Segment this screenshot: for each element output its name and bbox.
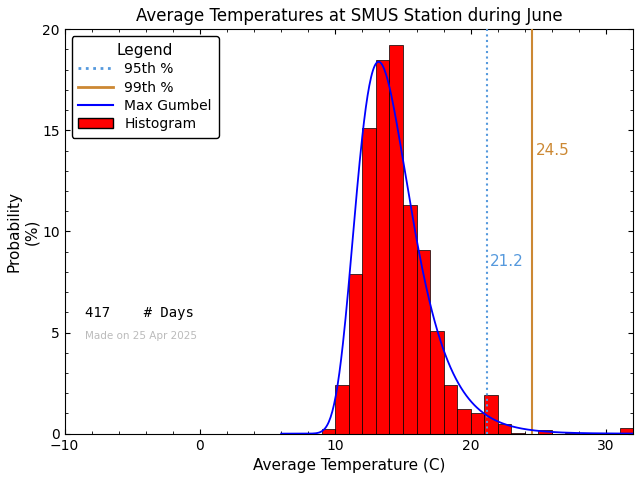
X-axis label: Average Temperature (C): Average Temperature (C) [253,458,445,473]
Bar [470,413,484,433]
Bar [376,60,389,433]
Bar [322,429,335,433]
Y-axis label: Probability
(%): Probability (%) [7,191,39,272]
Text: Made on 25 Apr 2025: Made on 25 Apr 2025 [84,331,196,340]
Bar [349,274,362,433]
Bar [444,385,457,433]
Text: 417    # Days: 417 # Days [84,306,193,320]
Text: 21.2: 21.2 [490,254,524,269]
Bar [498,423,511,433]
Bar [620,428,633,433]
Bar [417,250,430,433]
Bar [430,331,444,433]
Text: 24.5: 24.5 [536,143,570,158]
Bar [335,385,349,433]
Bar [362,128,376,433]
Title: Average Temperatures at SMUS Station during June: Average Temperatures at SMUS Station dur… [136,7,562,25]
Bar [457,409,470,433]
Bar [389,46,403,433]
Bar [511,432,525,433]
Bar [484,395,498,433]
Bar [565,432,579,433]
Legend: 95th %, 99th %, Max Gumbel, Histogram: 95th %, 99th %, Max Gumbel, Histogram [72,36,219,138]
Bar [538,430,552,433]
Bar [403,205,417,433]
